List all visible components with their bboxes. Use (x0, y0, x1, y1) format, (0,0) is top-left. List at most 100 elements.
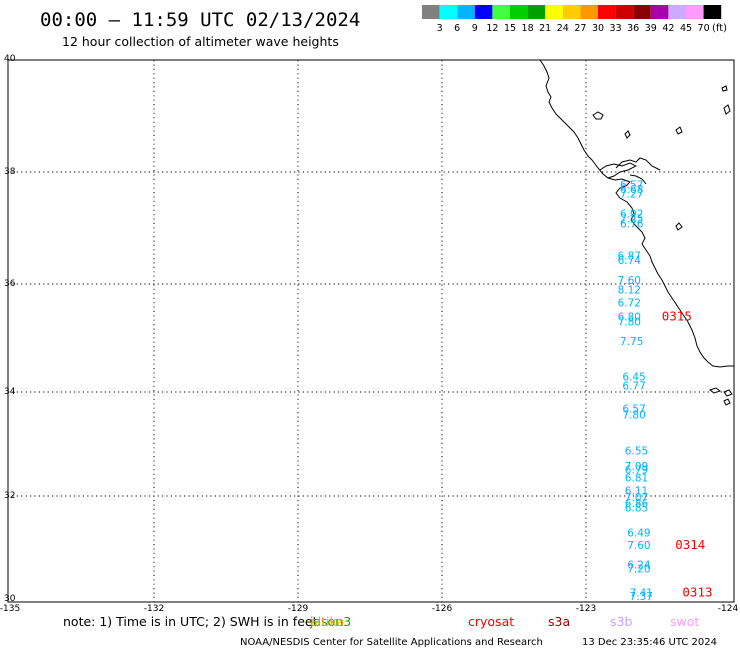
legend-swatch (580, 5, 598, 19)
wave-height-label: 7.27 (620, 189, 643, 201)
wave-height-label: 6.86 (625, 498, 649, 510)
north-bay (615, 157, 661, 171)
legend-label: 42 (662, 23, 674, 34)
legend-swatch (633, 5, 651, 19)
legend-label: 3 (437, 23, 443, 34)
legend-swatch (527, 5, 546, 19)
legend-swatch (686, 5, 704, 19)
wave-height-label: 6.11 (625, 486, 648, 498)
mission-label: swot (670, 614, 699, 629)
lon-label: -126 (432, 604, 453, 614)
legend-label: 70 (698, 23, 710, 34)
delta (629, 174, 647, 185)
mission-label: s3a (548, 614, 570, 629)
lake-tahoe (592, 111, 604, 120)
wave-height-label: 6.24 (627, 559, 651, 571)
legend-swatch (545, 5, 563, 19)
legend-swatch (615, 5, 634, 19)
wave-height-label: 7.37 (630, 591, 653, 603)
pass-label: 0315 (662, 309, 692, 324)
legend-swatch (598, 5, 616, 19)
graticule (8, 60, 734, 602)
wave-height-label: 6.85 (625, 502, 648, 514)
lake (675, 222, 683, 231)
wave-height-label: 6.57 (620, 179, 643, 191)
legend-swatch (703, 5, 722, 19)
mission-label: cryosat (468, 614, 514, 629)
wave-height-label: 8.12 (618, 285, 641, 297)
lat-label: 30 (4, 594, 16, 604)
channel-island (723, 398, 731, 406)
wave-height-label: 7.60 (627, 540, 650, 552)
color-legend: 3 6 9 12 15 18 21 24 27 30 33 36 39 42 45 70 (422, 5, 722, 34)
wave-height-label: 7.80 (618, 317, 641, 329)
legend-label: 33 (610, 23, 622, 34)
wave-height-label: 7.07 (625, 492, 648, 504)
wave-height-label: 7.09 (625, 461, 648, 473)
wave-height-label: 6.87 (618, 250, 641, 262)
legend-swatch (457, 5, 475, 19)
legend-label: 15 (504, 23, 516, 34)
legend-label: 21 (539, 23, 551, 34)
wave-height-label: 7.25 (620, 214, 643, 226)
legend-label: 6 (454, 23, 460, 34)
lat-label: 36 (4, 279, 16, 289)
legend-unit: (ft) (712, 23, 727, 34)
legend-label: 12 (486, 23, 498, 34)
wave-height-label: 7.20 (627, 564, 650, 576)
sf-bay (599, 162, 638, 179)
legend-label: 36 (627, 23, 639, 34)
lake (675, 126, 683, 135)
mono-lake (721, 85, 728, 92)
wave-height-label: 6.68 (620, 184, 643, 196)
wave-height-label: 6.81 (625, 473, 648, 485)
mission-label: altika (310, 614, 344, 629)
legend-swatch (510, 5, 528, 19)
lake (624, 130, 631, 139)
mission-label: jason3 (309, 614, 351, 629)
wave-height-label: 7.41 (630, 588, 653, 600)
footer-timestamp: 13 Dec 23:35:46 UTC 2024 (582, 637, 717, 648)
wave-height-label: 6.92 (620, 209, 643, 221)
legend-label: 39 (645, 23, 657, 34)
wave-height-label: 6.80 (618, 312, 641, 324)
wave-height-label: 6.74 (618, 255, 642, 267)
map-subtitle: 12 hour collection of altimeter wave hei… (62, 34, 339, 49)
wave-height-label: 6.72 (618, 298, 641, 310)
lat-label: 40 (4, 54, 16, 64)
wave-height-label: 6.79 (625, 465, 648, 477)
wave-height-label: 6.57 (622, 403, 645, 415)
legend-label: 9 (472, 23, 478, 34)
lat-label: 32 (4, 491, 15, 501)
mission-label: s3b (610, 614, 632, 629)
pass-labels: 0315 0314 0313 (662, 309, 713, 600)
lon-label: -124 (718, 604, 739, 614)
wave-height-label: 6.76 (620, 218, 644, 230)
channel-island (708, 387, 722, 394)
pass-label: 0313 (682, 585, 712, 600)
legend-swatch (650, 5, 669, 19)
legend-swatch (474, 5, 493, 19)
california-coast (539, 59, 734, 368)
lon-label: -135 (0, 604, 20, 614)
legend-label: 18 (522, 23, 534, 34)
lat-label: 38 (4, 167, 16, 177)
legend-label: 45 (680, 23, 692, 34)
footer-credit: NOAA/NESDIS Center for Satellite Applica… (240, 637, 543, 648)
legend-label: 30 (592, 23, 604, 34)
wave-height-label: 7.75 (620, 336, 643, 348)
lon-label: -132 (144, 604, 164, 614)
legend-label: 27 (574, 23, 586, 34)
map-frame (7, 59, 735, 603)
footer-note: note: 1) Time is in UTC; 2) SWH is in fe… (63, 614, 318, 629)
wave-height-label: 7.80 (622, 409, 645, 421)
lat-label: 34 (4, 387, 16, 397)
wave-height-label: 6.55 (625, 446, 648, 458)
map-title: 00:00 – 11:59 UTC 02/13/2024 (40, 9, 360, 31)
pass-label: 0314 (675, 537, 705, 552)
legend-label: 24 (557, 23, 569, 34)
latitude-labels: 40 38 36 34 32 30 (4, 54, 16, 604)
legend-swatch (562, 5, 581, 19)
